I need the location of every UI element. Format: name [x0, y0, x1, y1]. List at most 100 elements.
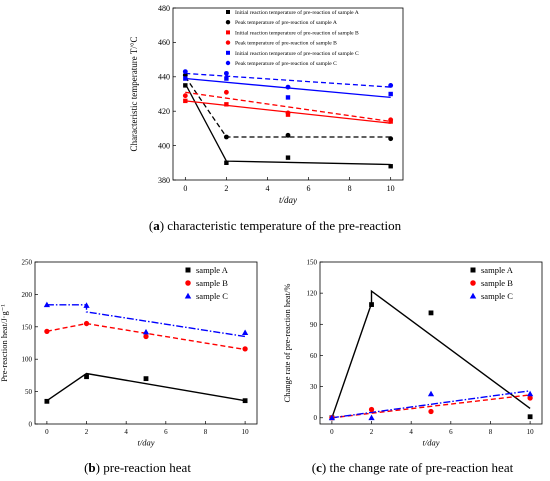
a-point-peak-temperature-of-pre-reaction-of-sample-c — [388, 82, 394, 88]
a-point-initial-reaction-temperature-of-pre-reaction-of-sample-a — [183, 83, 188, 88]
b-plot-frame — [34, 261, 258, 425]
c-legend-marker-sample-c — [469, 292, 477, 299]
c-y-tick-label: 90 — [310, 321, 318, 329]
b-y-tick-label: 200 — [22, 291, 33, 299]
a-point-peak-temperature-of-pre-reaction-of-sample-c — [182, 69, 188, 75]
c-x-tick-label: 10 — [527, 428, 535, 436]
chart-a: 0 2 4 6 8 10 380 400 420 440 460 480 t/day Characteri… — [129, 4, 404, 205]
c-y-tick-label: 0 — [314, 414, 318, 422]
a-y-tick-label: 400 — [158, 141, 170, 150]
a-legend-label-peak-temperature-of-pre-reaction-of-sample-b: Peak temperature of pre-reaction of samp… — [235, 40, 337, 47]
c-point-sample-a — [428, 310, 434, 316]
a-point-initial-reaction-temperature-of-pre-reaction-of-sample-a — [388, 164, 393, 169]
a-point-initial-reaction-temperature-of-pre-reaction-of-sample-c — [285, 95, 291, 100]
a-fit-line-peak-temperature-of-pre-reaction-of-sample-b — [185, 91, 391, 123]
b-point-sample-b — [83, 320, 90, 327]
c-y-tick-label: 120 — [307, 290, 318, 298]
a-legend-label-initial-reaction-temperature-of-pre-reaction-of-sample-b: Initial reaction temperature of pre-reac… — [235, 29, 359, 36]
b-point-sample-a — [143, 376, 149, 382]
b-legend-marker-sample-a — [185, 267, 191, 273]
b-legend-label-sample-b: sample B — [196, 278, 228, 288]
c-x-tick-label: 0 — [330, 428, 334, 436]
c-point-sample-b — [428, 408, 434, 415]
a-x-tick-label: 10 — [387, 184, 395, 193]
c-point-sample-a — [369, 302, 374, 307]
c-point-sample-b — [527, 395, 533, 401]
caption-c-text: the change rate of pre-reaction heat — [329, 460, 514, 475]
a-legend-label-initial-reaction-temperature-of-pre-reaction-of-sample-c: Initial reaction temperature of pre-reac… — [235, 50, 359, 57]
b-fit-line-sample-a — [46, 372, 246, 402]
a-y-tick-label: 440 — [158, 73, 170, 82]
b-x-tick-label: 8 — [204, 428, 208, 436]
caption-a: (a) characteristic temperature of the pr… — [148, 218, 402, 233]
c-x-tick-label: 8 — [489, 428, 493, 436]
a-point-initial-reaction-temperature-of-pre-reaction-of-sample-c — [183, 76, 188, 81]
c-fit-line-sample-b — [331, 394, 531, 419]
b-point-sample-c — [241, 329, 249, 336]
a-point-initial-reaction-temperature-of-pre-reaction-of-sample-b — [183, 98, 188, 104]
a-point-peak-temperature-of-pre-reaction-of-sample-b — [223, 89, 229, 95]
a-legend-marker-initial-reaction-temperature-of-pre-reaction-of-sample-a — [226, 10, 230, 14]
c-point-sample-c — [427, 390, 435, 397]
a-x-tick-label: 0 — [183, 184, 187, 193]
c-y-tick-label: 150 — [307, 258, 318, 266]
c-legend-label-sample-b: sample B — [481, 278, 513, 288]
b-legend-label-sample-c: sample C — [196, 291, 228, 301]
b-y-axis-label: Pre-reaction heat/J·g⁻¹ — [0, 304, 9, 382]
b-y-tick-label: 150 — [22, 323, 33, 331]
b-y-tick-label: 0 — [29, 420, 33, 428]
a-x-axis-label: t/day — [279, 195, 297, 205]
a-x-tick-label: 8 — [348, 184, 352, 193]
c-y-tick-label: 60 — [310, 352, 318, 360]
b-point-sample-c — [142, 328, 150, 335]
c-y-axis-label: Change rate of pre-reaction heat/% — [282, 284, 292, 403]
b-y-tick-label: 100 — [22, 356, 33, 364]
a-point-peak-temperature-of-pre-reaction-of-sample-c — [223, 70, 229, 76]
a-point-peak-temperature-of-pre-reaction-of-sample-c — [285, 84, 291, 90]
a-legend-label-peak-temperature-of-pre-reaction-of-sample-c: Peak temperature of pre-reaction of samp… — [235, 60, 337, 67]
c-x-tick-label: 4 — [409, 428, 413, 436]
caption-b-text: pre-reaction heat — [103, 460, 191, 475]
a-plot-frame — [172, 7, 404, 181]
c-y-tick-label: 30 — [310, 383, 318, 391]
a-point-initial-reaction-temperature-of-pre-reaction-of-sample-c — [388, 91, 393, 97]
b-x-tick-label: 4 — [124, 428, 128, 436]
a-point-peak-temperature-of-pre-reaction-of-sample-a — [223, 134, 229, 140]
c-fit-line-sample-a — [331, 289, 531, 419]
caption-b-letter: b — [88, 460, 96, 475]
b-fit-line-sample-c — [46, 304, 246, 338]
caption-a-letter: a — [153, 218, 160, 233]
c-legend-marker-sample-b — [470, 280, 476, 286]
a-point-peak-temperature-of-pre-reaction-of-sample-b — [285, 110, 291, 116]
a-x-tick-label: 4 — [265, 184, 269, 193]
caption-c-letter: c — [316, 460, 322, 475]
a-fit-line-peak-temperature-of-pre-reaction-of-sample-c — [185, 72, 391, 88]
c-x-axis-label: t/day — [423, 438, 440, 448]
a-y-tick-label: 480 — [158, 4, 170, 13]
b-x-tick-label: 10 — [242, 428, 250, 436]
b-point-sample-b — [143, 333, 149, 340]
b-point-sample-c — [43, 301, 51, 308]
c-point-sample-c — [526, 390, 534, 397]
b-point-sample-a — [44, 398, 50, 404]
c-legend-marker-sample-a — [470, 267, 476, 273]
b-y-tick-label: 50 — [25, 388, 33, 396]
chart-b: 0 2 4 6 8 10050100150200250t/dayPre-reaction … — [0, 258, 258, 448]
a-point-peak-temperature-of-pre-reaction-of-sample-a — [388, 136, 394, 142]
c-legend-label-sample-a: sample A — [481, 265, 514, 275]
c-point-sample-c — [328, 414, 336, 421]
a-point-initial-reaction-temperature-of-pre-reaction-of-sample-c — [224, 76, 229, 81]
c-point-sample-a — [527, 414, 533, 420]
a-point-peak-temperature-of-pre-reaction-of-sample-b — [182, 93, 188, 99]
a-point-initial-reaction-temperature-of-pre-reaction-of-sample-a — [285, 155, 291, 160]
a-point-peak-temperature-of-pre-reaction-of-sample-a — [285, 132, 291, 138]
b-x-tick-label: 0 — [45, 428, 49, 436]
b-x-axis-label: t/day — [138, 438, 155, 448]
a-legend-marker-peak-temperature-of-pre-reaction-of-sample-c — [225, 60, 231, 66]
b-point-sample-a — [84, 374, 89, 380]
c-fit-line-sample-c — [331, 390, 531, 419]
c-point-sample-c — [368, 414, 375, 421]
caption-c: (c) the change rate of pre-reaction heat — [311, 460, 514, 475]
b-point-sample-b — [242, 346, 248, 352]
b-point-sample-a — [242, 398, 248, 404]
